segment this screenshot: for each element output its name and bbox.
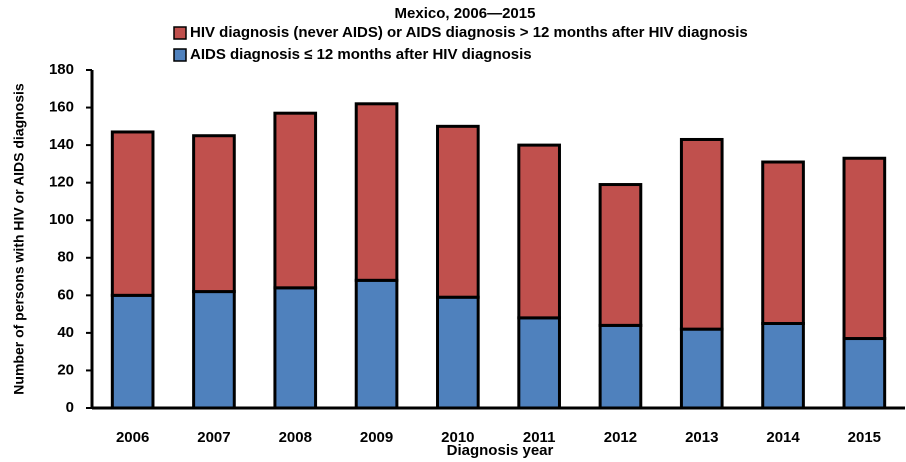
x-tick-label: 2010 — [441, 429, 474, 446]
legend-swatch — [173, 26, 187, 40]
y-tick-label: 0 — [66, 399, 74, 416]
y-tick-label: 100 — [49, 211, 74, 228]
bar-segment — [192, 134, 236, 294]
x-tick-label: 2013 — [685, 429, 718, 446]
bar-segment — [598, 183, 643, 327]
bar-segment — [679, 137, 724, 331]
bar-segment — [842, 337, 887, 410]
y-tick-label: 20 — [57, 361, 74, 378]
bar-segment — [598, 323, 643, 410]
bar-segment — [517, 316, 561, 410]
x-tick-label: 2012 — [604, 429, 637, 446]
x-tick-label: 2009 — [360, 429, 393, 446]
x-tick-label: 2011 — [523, 429, 556, 446]
bar-segment — [192, 290, 236, 410]
y-tick-label: 180 — [49, 61, 74, 78]
bar-segment — [842, 156, 887, 341]
y-axis-label: Number of persons with HIV or AIDS diagn… — [11, 83, 27, 395]
x-tick-label: 2015 — [848, 429, 881, 446]
bar-segment — [761, 160, 805, 325]
x-axis-label: Diagnosis year — [447, 442, 554, 459]
bar-segment — [679, 327, 724, 410]
bar-segment — [761, 322, 805, 410]
x-tick-label: 2014 — [766, 429, 800, 446]
bar-segment — [354, 278, 399, 410]
bar-segment — [517, 143, 561, 320]
x-tick-label: 2006 — [116, 429, 149, 446]
bar-segment — [436, 124, 480, 299]
y-tick-label: 60 — [57, 286, 74, 303]
legend-swatch — [173, 48, 187, 62]
legend-label: HIV diagnosis (never AIDS) or AIDS diagn… — [190, 24, 748, 41]
bar-segment — [273, 286, 318, 410]
x-tick-label: 2007 — [197, 429, 230, 446]
y-tick-label: 40 — [57, 324, 74, 341]
bar-segment — [110, 130, 155, 297]
chart-title: Mexico, 2006—2015 — [395, 5, 536, 22]
bar-segment — [436, 295, 480, 410]
bar-segment — [354, 102, 399, 282]
y-tick-label: 160 — [49, 99, 74, 116]
x-tick-label: 2008 — [279, 429, 312, 446]
y-tick-label: 140 — [49, 136, 74, 153]
y-tick-label: 80 — [57, 249, 74, 266]
y-tick-label: 120 — [49, 174, 74, 191]
bar-segment — [273, 111, 318, 290]
legend-label: AIDS diagnosis ≤ 12 months after HIV dia… — [190, 46, 532, 63]
bar-segment — [110, 293, 155, 410]
